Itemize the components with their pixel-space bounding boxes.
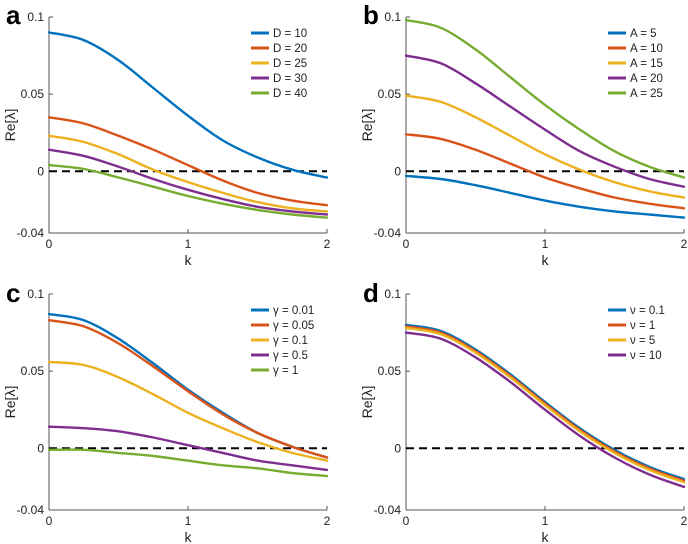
y-tick-label: 0.05 <box>21 364 45 378</box>
y-axis-label: Re[λ] <box>359 386 375 419</box>
legend: D = 10 D = 20 D = 25 D = 30 D = 40 <box>251 28 307 100</box>
y-tick-label: 0.1 <box>27 10 44 24</box>
y-tick-label: 0.05 <box>378 364 402 378</box>
legend-entry: A = 20 <box>630 73 663 85</box>
legend-entry: ν = 0.1 <box>630 305 665 317</box>
legend: A = 5 A = 10 A = 15 A = 20 A = 25 <box>608 28 663 100</box>
y-tick-label: 0 <box>37 441 44 455</box>
y-axis-label: Re[λ] <box>2 386 18 419</box>
x-tick-label: 1 <box>185 237 192 251</box>
x-tick-label: 2 <box>681 514 688 528</box>
legend-entry: A = 10 <box>630 43 663 55</box>
y-tick-label: -0.04 <box>17 226 45 240</box>
legend-entry: A = 25 <box>630 88 663 100</box>
panel-letter: b <box>363 0 379 30</box>
legend-entry: D = 30 <box>273 73 307 85</box>
panel-letter: d <box>363 278 379 308</box>
x-tick-label: 0 <box>403 237 410 251</box>
x-tick-label: 2 <box>681 237 688 251</box>
legend-entry: ν = 10 <box>630 350 662 362</box>
series-line-3 <box>406 96 684 198</box>
x-axis-label: k <box>185 529 193 544</box>
x-axis-label: k <box>185 252 193 268</box>
y-axis-label: Re[λ] <box>2 109 18 142</box>
legend-entry: γ = 1 <box>273 365 298 377</box>
y-tick-label: 0 <box>37 164 44 178</box>
legend-entry: γ = 0.01 <box>273 305 314 317</box>
x-tick-label: 0 <box>403 514 410 528</box>
y-tick-label: -0.04 <box>374 503 402 517</box>
y-tick-label: -0.04 <box>374 226 402 240</box>
series-line-2 <box>49 117 327 205</box>
y-tick-label: -0.04 <box>17 503 45 517</box>
legend: ν = 0.1 ν = 1 ν = 5 ν = 10 <box>608 305 665 362</box>
figure: a0 1 2-0.0400.050.1kRe[λ]D = 10D = 20D = 2… <box>0 0 688 544</box>
panel-letter: a <box>6 0 21 30</box>
x-tick-label: 0 <box>46 514 53 528</box>
panel-letter: c <box>6 278 20 308</box>
y-tick-label: 0.1 <box>384 287 401 301</box>
legend-entry: D = 40 <box>273 88 307 100</box>
legend: γ = 0.01 γ = 0.05 γ = 0.1 γ = 0.5 γ = 1 <box>251 305 314 377</box>
y-tick-label: 0.05 <box>21 87 45 101</box>
series-line-5 <box>49 450 327 477</box>
y-axis-label: Re[λ] <box>359 109 375 142</box>
x-axis-label: k <box>542 252 550 268</box>
y-tick-label: 0.05 <box>378 87 402 101</box>
x-tick-label: 2 <box>324 237 331 251</box>
legend-entry: γ = 0.05 <box>273 320 314 332</box>
x-axis-label: k <box>542 529 550 544</box>
legend-entry: D = 20 <box>273 43 307 55</box>
y-tick-label: 0.1 <box>27 287 44 301</box>
legend-entry: A = 5 <box>630 28 657 40</box>
y-tick-label: 0.1 <box>384 10 401 24</box>
legend-entry: γ = 0.5 <box>273 350 308 362</box>
legend-entry: ν = 5 <box>630 335 655 347</box>
x-tick-label: 1 <box>185 514 192 528</box>
legend-entry: ν = 1 <box>630 320 655 332</box>
y-tick-label: 0 <box>394 441 401 455</box>
legend-entry: D = 10 <box>273 28 307 40</box>
x-tick-label: 1 <box>542 237 549 251</box>
legend-entry: A = 15 <box>630 58 663 70</box>
x-tick-label: 0 <box>46 237 53 251</box>
x-tick-label: 1 <box>542 514 549 528</box>
series-line-1 <box>406 176 684 218</box>
y-tick-label: 0 <box>394 164 401 178</box>
x-tick-label: 2 <box>324 514 331 528</box>
legend-entry: γ = 0.1 <box>273 335 308 347</box>
legend-entry: D = 25 <box>273 58 307 70</box>
